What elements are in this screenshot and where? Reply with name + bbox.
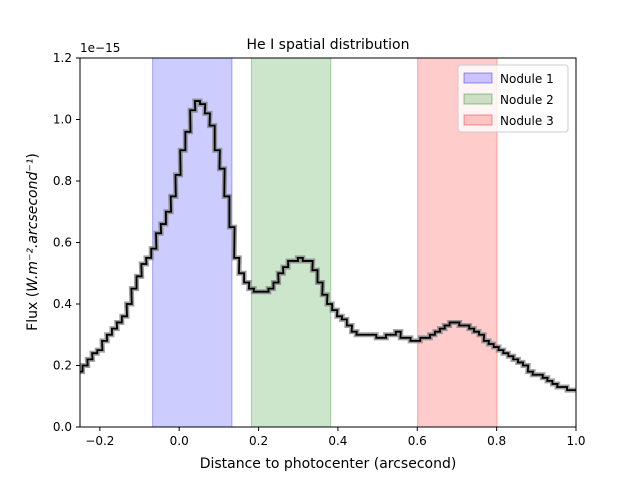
axes: −0.2 0.0 0.2 0.4 0.6 0.8 1.0 0.0 0.2 0.4 0.6 0.8 1.0… <box>53 51 586 448</box>
x-tick-label: 0.0 <box>170 434 189 448</box>
legend-swatch <box>463 72 493 84</box>
legend-box <box>457 64 569 133</box>
x-axis-label: Distance to photocenter (arcsecond) <box>200 456 457 472</box>
x-tick-label: −0.2 <box>85 434 114 448</box>
y-axis-label-suffix: ) <box>25 153 41 158</box>
x-tick-label: 0.4 <box>328 434 347 448</box>
x-tick-label: 1.0 <box>566 434 585 448</box>
y-tick-label: 0.4 <box>53 297 72 311</box>
legend-swatch <box>463 93 493 105</box>
legend-label: Nodule 2 <box>500 93 554 107</box>
legend-swatch <box>463 114 493 126</box>
x-tick-label: 0.2 <box>249 434 268 448</box>
y-axis-offset-label: 1e−15 <box>80 41 120 55</box>
y-tick-label: 0.6 <box>53 236 72 250</box>
legend: Nodule 1 Nodule 2 Nodule 3 <box>457 64 569 133</box>
legend-label: Nodule 3 <box>500 114 554 128</box>
y-tick-label: 0.8 <box>53 174 72 188</box>
x-tick-label: 0.6 <box>408 434 427 448</box>
y-axis-label-prefix: Flux ( <box>25 292 41 331</box>
y-tick-label: 0.0 <box>53 420 72 434</box>
chart-title: He I spatial distribution <box>246 37 409 53</box>
legend-label: Nodule 1 <box>500 72 554 86</box>
y-tick-label: 0.2 <box>53 359 72 373</box>
series-line <box>80 100 576 391</box>
y-tick-label: 1.2 <box>53 51 72 65</box>
x-tick-label: 0.8 <box>487 434 506 448</box>
y-tick-label: 1.0 <box>53 113 72 127</box>
y-axis-label: Flux (W.m⁻².arcsecond⁻¹) <box>25 153 41 331</box>
y-axis-label-unit: W.m⁻².arcsecond⁻¹ <box>25 159 41 292</box>
region-nodule-2 <box>250 58 332 427</box>
